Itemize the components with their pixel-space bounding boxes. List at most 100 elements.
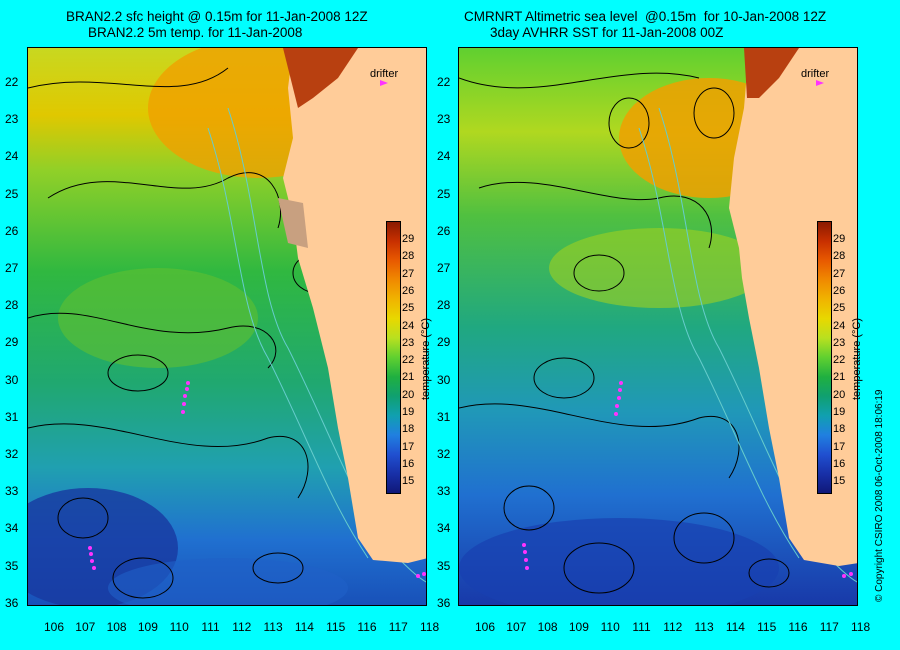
- longitude-tick-label: 113: [694, 620, 714, 634]
- latitude-tick-label: 25: [5, 186, 19, 201]
- colorbar-tick-label: 16: [402, 457, 415, 470]
- longitude-tick-label: 113: [263, 620, 283, 634]
- latitude-tick-label: 22: [437, 75, 451, 89]
- longitude-tick-label: 118: [851, 620, 871, 634]
- colorbar-tick-label: 29: [402, 233, 415, 245]
- longitude-tick-label: 108: [537, 620, 558, 634]
- latitude-tick-label: 27: [5, 261, 19, 275]
- colorbar-tick-label: 22: [402, 354, 415, 367]
- colorbar-tick-label: 27: [402, 267, 415, 280]
- left-colorbar-title: temperature (°C): [420, 317, 432, 400]
- longitude-tick-label: 112: [232, 620, 252, 634]
- colorbar-tick-label: 22: [833, 354, 846, 367]
- left-map-panel: [27, 47, 427, 606]
- left-panel-title-line2: BRAN2.2 5m temp. for 11-Jan-2008: [88, 25, 303, 40]
- colorbar-tick-label: 26: [402, 284, 415, 297]
- colorbar-tick-label: 25: [833, 302, 846, 315]
- colorbar-tick-label: 21: [402, 371, 415, 384]
- longitude-tick-label: 115: [757, 620, 777, 634]
- latitude-tick-label: 32: [437, 447, 451, 461]
- left-drifter-legend: drifter: [370, 68, 399, 80]
- longitude-tick-label: 107: [75, 620, 96, 634]
- longitude-tick-label: 109: [568, 620, 589, 634]
- longitude-tick-label: 109: [137, 620, 158, 634]
- longitude-tick-label: 117: [388, 620, 408, 634]
- colorbar-tick-label: 21: [833, 371, 846, 384]
- longitude-tick-label: 106: [474, 620, 496, 634]
- longitude-tick-label: 107: [506, 620, 527, 634]
- longitude-tick-label: 108: [106, 620, 127, 634]
- colorbar-tick-label: 17: [833, 440, 846, 453]
- latitude-tick-label: 34: [437, 521, 451, 536]
- longitude-tick-label: 110: [169, 620, 189, 634]
- colorbar-tick-label: 29: [833, 233, 846, 245]
- colorbar-tick-label: 25: [402, 302, 415, 315]
- latitude-tick-label: 22: [5, 75, 19, 89]
- colorbar-tick-label: 15: [402, 475, 415, 488]
- colorbar-tick-label: 20: [402, 388, 415, 401]
- colorbar-tick-label: 26: [833, 284, 846, 297]
- latitude-tick-label: 36: [437, 595, 451, 610]
- latitude-tick-label: 36: [5, 595, 19, 610]
- latitude-tick-label: 26: [437, 223, 451, 238]
- latitude-tick-label: 23: [5, 112, 19, 127]
- colorbar-tick-label: 20: [833, 388, 846, 401]
- colorbar-tick-label: 19: [833, 406, 846, 418]
- colorbar-tick-label: 24: [402, 319, 415, 332]
- latitude-tick-label: 35: [5, 558, 19, 573]
- colorbar-tick-label: 15: [833, 475, 846, 488]
- latitude-tick-label: 28: [5, 298, 19, 313]
- right-map-panel: [458, 47, 858, 606]
- longitude-tick-label: 118: [420, 620, 440, 634]
- longitude-tick-label: 111: [201, 620, 220, 634]
- latitude-tick-label: 27: [437, 261, 451, 275]
- colorbar-tick-label: 17: [402, 440, 415, 453]
- right-colorbar-title: temperature (°C): [851, 317, 863, 400]
- left-colorbar: [386, 221, 401, 494]
- latitude-tick-label: 24: [5, 149, 19, 164]
- colorbar-tick-label: 23: [402, 336, 415, 349]
- longitude-tick-label: 112: [663, 620, 683, 634]
- latitude-tick-label: 31: [437, 409, 451, 424]
- colorbar-tick-label: 16: [833, 457, 846, 470]
- latitude-tick-label: 29: [5, 335, 19, 350]
- latitude-tick-label: 28: [437, 298, 451, 313]
- colorbar-tick-label: 27: [833, 267, 846, 280]
- longitude-tick-label: 114: [725, 620, 745, 634]
- latitude-tick-label: 33: [437, 484, 451, 499]
- latitude-tick-label: 30: [437, 372, 451, 387]
- longitude-tick-label: 110: [600, 620, 620, 634]
- right-drifter-legend: drifter: [801, 68, 830, 80]
- colorbar-tick-label: 19: [402, 406, 415, 418]
- longitude-tick-label: 116: [357, 620, 377, 634]
- longitude-tick-label: 117: [819, 620, 839, 634]
- latitude-tick-label: 32: [5, 447, 19, 461]
- latitude-tick-label: 29: [437, 335, 451, 350]
- colorbar-tick-label: 18: [402, 423, 415, 436]
- right-map-image: [459, 48, 857, 605]
- longitude-tick-label: 116: [788, 620, 808, 634]
- latitude-tick-label: 26: [5, 223, 19, 238]
- colorbar-tick-label: 24: [833, 319, 846, 332]
- colorbar-tick-label: 28: [402, 250, 415, 263]
- right-colorbar: [817, 221, 832, 494]
- latitude-tick-label: 33: [5, 484, 19, 499]
- left-map-image: [28, 48, 426, 605]
- latitude-tick-label: 34: [5, 521, 19, 536]
- longitude-tick-label: 115: [326, 620, 346, 634]
- colorbar-tick-label: 23: [833, 336, 846, 349]
- colorbar-tick-label: 28: [833, 250, 846, 263]
- right-panel-title-line1: CMRNRT Altimetric sea level @0.15m for 1…: [464, 9, 827, 24]
- latitude-tick-label: 23: [437, 112, 451, 127]
- colorbar-tick-label: 18: [833, 423, 846, 436]
- latitude-tick-label: 35: [437, 558, 451, 573]
- latitude-tick-label: 31: [5, 409, 19, 424]
- latitude-tick-label: 24: [437, 149, 451, 164]
- right-panel-title-line2: 3day AVHRR SST for 11-Jan-2008 00Z: [490, 25, 724, 40]
- latitude-tick-label: 25: [437, 186, 451, 201]
- left-panel-title-line1: BRAN2.2 sfc height @ 0.15m for 11-Jan-20…: [66, 9, 368, 24]
- longitude-tick-label: 114: [294, 620, 314, 634]
- longitude-tick-label: 111: [632, 620, 651, 634]
- longitude-tick-label: 106: [43, 620, 65, 634]
- latitude-tick-label: 30: [5, 372, 19, 387]
